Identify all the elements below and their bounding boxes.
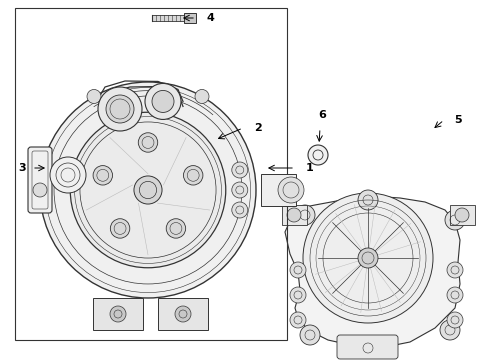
Text: 4: 4 <box>206 13 214 23</box>
Text: 2: 2 <box>254 123 262 133</box>
Circle shape <box>152 90 174 112</box>
FancyBboxPatch shape <box>337 335 398 359</box>
Bar <box>184 13 196 23</box>
Circle shape <box>134 176 162 204</box>
FancyBboxPatch shape <box>28 147 52 213</box>
Circle shape <box>447 287 463 303</box>
Circle shape <box>183 166 203 185</box>
Circle shape <box>106 95 134 123</box>
Circle shape <box>93 166 113 185</box>
Circle shape <box>110 306 126 322</box>
Bar <box>158 298 208 330</box>
Text: 5: 5 <box>454 115 462 125</box>
Circle shape <box>358 338 378 358</box>
Circle shape <box>40 82 256 298</box>
Circle shape <box>145 84 181 120</box>
Bar <box>261 174 296 206</box>
Bar <box>93 298 143 330</box>
Circle shape <box>166 219 186 238</box>
Circle shape <box>303 193 433 323</box>
Bar <box>282 205 307 225</box>
Circle shape <box>358 248 378 268</box>
Circle shape <box>447 262 463 278</box>
Circle shape <box>33 183 47 197</box>
Polygon shape <box>285 196 460 348</box>
Circle shape <box>175 306 191 322</box>
Circle shape <box>278 177 304 203</box>
Circle shape <box>290 312 306 328</box>
Circle shape <box>110 219 130 238</box>
Bar <box>450 205 475 225</box>
Circle shape <box>138 133 158 152</box>
Circle shape <box>232 162 248 178</box>
Circle shape <box>87 90 101 103</box>
Circle shape <box>50 157 86 193</box>
Circle shape <box>195 90 209 103</box>
Circle shape <box>440 320 460 340</box>
Circle shape <box>232 202 248 218</box>
Circle shape <box>295 205 315 225</box>
Bar <box>152 15 190 21</box>
Circle shape <box>455 208 469 222</box>
Text: 3: 3 <box>18 163 26 173</box>
Text: 6: 6 <box>318 110 326 120</box>
Circle shape <box>70 112 226 268</box>
Circle shape <box>287 208 301 222</box>
Circle shape <box>232 182 248 198</box>
Circle shape <box>358 190 378 210</box>
Circle shape <box>290 262 306 278</box>
Circle shape <box>445 210 465 230</box>
Circle shape <box>308 145 328 165</box>
Circle shape <box>300 325 320 345</box>
Bar <box>15 8 287 340</box>
Circle shape <box>98 87 142 131</box>
Circle shape <box>290 287 306 303</box>
Circle shape <box>447 312 463 328</box>
Text: 1: 1 <box>306 163 314 173</box>
